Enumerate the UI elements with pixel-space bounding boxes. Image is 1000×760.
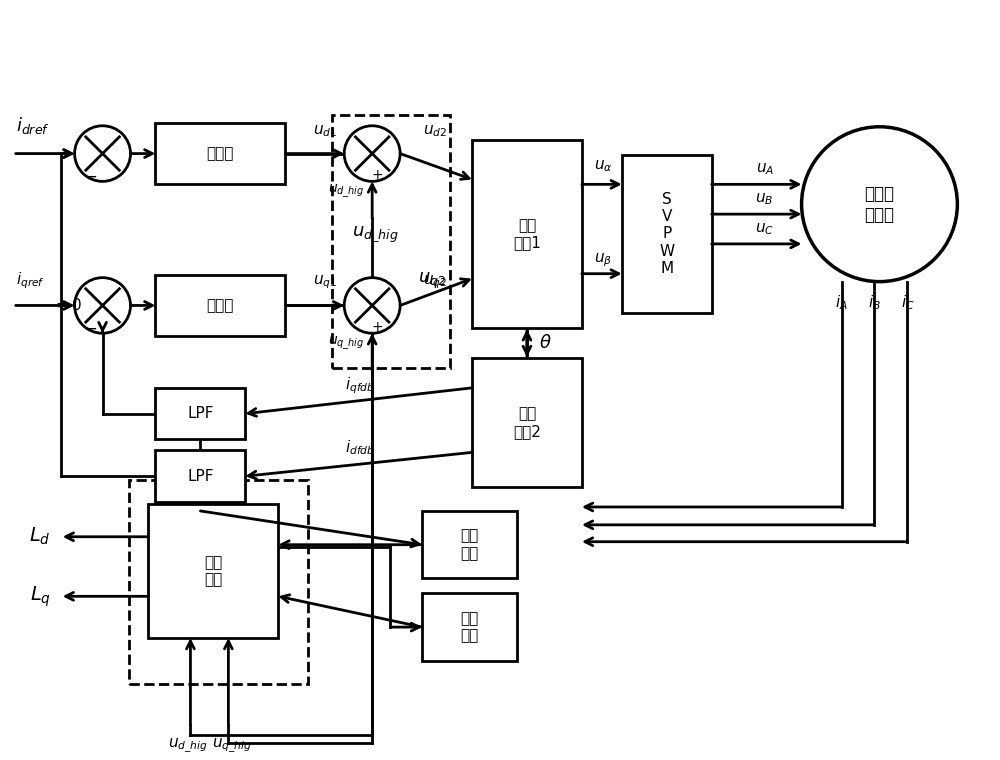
Text: $\theta$: $\theta$ [539, 334, 552, 352]
Text: LPF: LPF [187, 406, 214, 421]
Bar [155, 451, 245, 502]
Text: 去除
低频: 去除 低频 [460, 611, 479, 643]
Text: 坐标
变换2: 坐标 变换2 [513, 407, 541, 439]
Text: $i_B$: $i_B$ [868, 293, 881, 312]
Text: $i_C$: $i_C$ [901, 293, 914, 312]
Bar [472, 358, 582, 487]
Text: $i_{qfdb}$: $i_{qfdb}$ [345, 375, 375, 396]
Text: $i_A$: $i_A$ [835, 293, 848, 312]
Text: $u_B$: $u_B$ [755, 192, 774, 207]
Bar [332, 115, 450, 368]
Text: $u_{d2}$: $u_{d2}$ [423, 123, 447, 138]
Text: $u_{\alpha}$: $u_{\alpha}$ [594, 159, 612, 174]
Circle shape [75, 277, 131, 333]
Text: 电流环: 电流环 [207, 298, 234, 313]
Text: $+$: $+$ [371, 320, 383, 334]
Text: $i_{dfdb}$: $i_{dfdb}$ [345, 439, 375, 458]
Bar [622, 154, 712, 313]
Text: $L_d$: $L_d$ [29, 526, 51, 547]
Text: 去除
低频: 去除 低频 [460, 528, 479, 561]
Bar [129, 480, 308, 684]
Text: $i_{qref}$: $i_{qref}$ [16, 270, 45, 290]
Text: $-$: $-$ [83, 318, 98, 336]
Text: $\mathbf{\mathit{u}}_{d\_hig}$: $\mathbf{\mathit{u}}_{d\_hig}$ [352, 224, 399, 244]
Text: $u_{q\_hig}$: $u_{q\_hig}$ [212, 737, 252, 755]
Text: $i_{dref}$: $i_{dref}$ [16, 115, 50, 136]
Bar [155, 123, 285, 185]
Circle shape [344, 277, 400, 333]
Text: $+$: $+$ [371, 169, 383, 182]
Text: $u_C$: $u_C$ [755, 221, 774, 237]
Text: 电感
辨识: 电感 辨识 [204, 555, 223, 587]
Text: $u_{q\_hig}$: $u_{q\_hig}$ [328, 334, 364, 352]
Bar [148, 504, 278, 638]
Circle shape [344, 125, 400, 182]
Text: LPF: LPF [187, 469, 214, 483]
Bar [155, 388, 245, 439]
Circle shape [802, 127, 957, 282]
Text: $u_{q2}$: $u_{q2}$ [423, 273, 447, 290]
Bar [472, 140, 582, 328]
Text: $-$: $-$ [83, 166, 98, 185]
Text: $u_{q1}$: $u_{q1}$ [313, 273, 337, 290]
Bar [422, 511, 517, 578]
Text: S
V
P
W
M: S V P W M [659, 192, 674, 277]
Bar [422, 594, 517, 661]
Text: $L_q$: $L_q$ [30, 584, 51, 609]
Text: 坐标
变换1: 坐标 变换1 [513, 218, 541, 250]
Text: 永磁同
步电机: 永磁同 步电机 [864, 185, 894, 223]
Text: 电流环: 电流环 [207, 146, 234, 161]
Text: $= 0$: $= 0$ [53, 297, 82, 313]
Text: $u_A$: $u_A$ [756, 162, 774, 177]
Bar [155, 274, 285, 336]
Text: $\mathbf{\mathit{u}}_{q2}$: $\mathbf{\mathit{u}}_{q2}$ [418, 271, 446, 291]
Text: $u_{d1}$: $u_{d1}$ [313, 123, 337, 138]
Text: $u_{\beta}$: $u_{\beta}$ [594, 251, 612, 269]
Text: $u_{d\_hig}$: $u_{d\_hig}$ [328, 182, 364, 200]
Text: $u_{d\_hig}$: $u_{d\_hig}$ [168, 737, 207, 755]
Circle shape [75, 125, 131, 182]
